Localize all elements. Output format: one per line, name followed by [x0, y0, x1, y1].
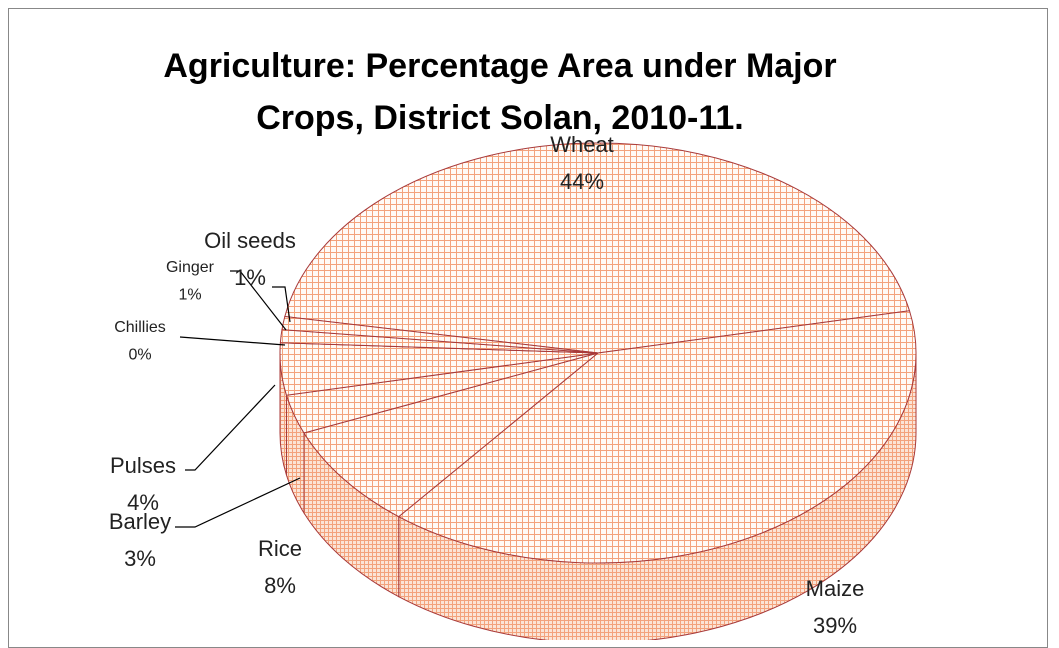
- leader-line: [185, 384, 276, 471]
- leader-line: [272, 286, 291, 323]
- leader-line: [230, 270, 287, 331]
- slice-label: Oil seeds: [204, 228, 296, 253]
- pie-slice: [397, 310, 917, 564]
- chart-title: Agriculture: Percentage Area under Major…: [163, 47, 837, 137]
- slice-value-label: 3%: [124, 546, 156, 571]
- slice-label: Wheat: [550, 132, 614, 157]
- slice-value-label: 8%: [264, 573, 296, 598]
- slice-label: Barley: [109, 509, 171, 534]
- pie-slice: [284, 142, 911, 354]
- slice-label: Maize: [806, 576, 865, 601]
- slice-label: Chillies: [114, 319, 166, 336]
- slice-value-label: 0%: [128, 346, 151, 363]
- pie-slice: [281, 315, 599, 354]
- slice-value-label: 1%: [234, 265, 266, 290]
- leader-line: [179, 336, 286, 346]
- slice-value-label: 39%: [813, 613, 857, 638]
- slice-value-label: 44%: [560, 169, 604, 194]
- pie-slice: [303, 352, 599, 518]
- slice-label: Pulses: [110, 453, 176, 478]
- slice-value-label: 1%: [178, 286, 201, 303]
- leader-line: [175, 477, 301, 528]
- slice-value-label: 4%: [127, 490, 159, 515]
- slice-label: Ginger: [166, 259, 215, 276]
- slice-label: Rice: [258, 536, 302, 561]
